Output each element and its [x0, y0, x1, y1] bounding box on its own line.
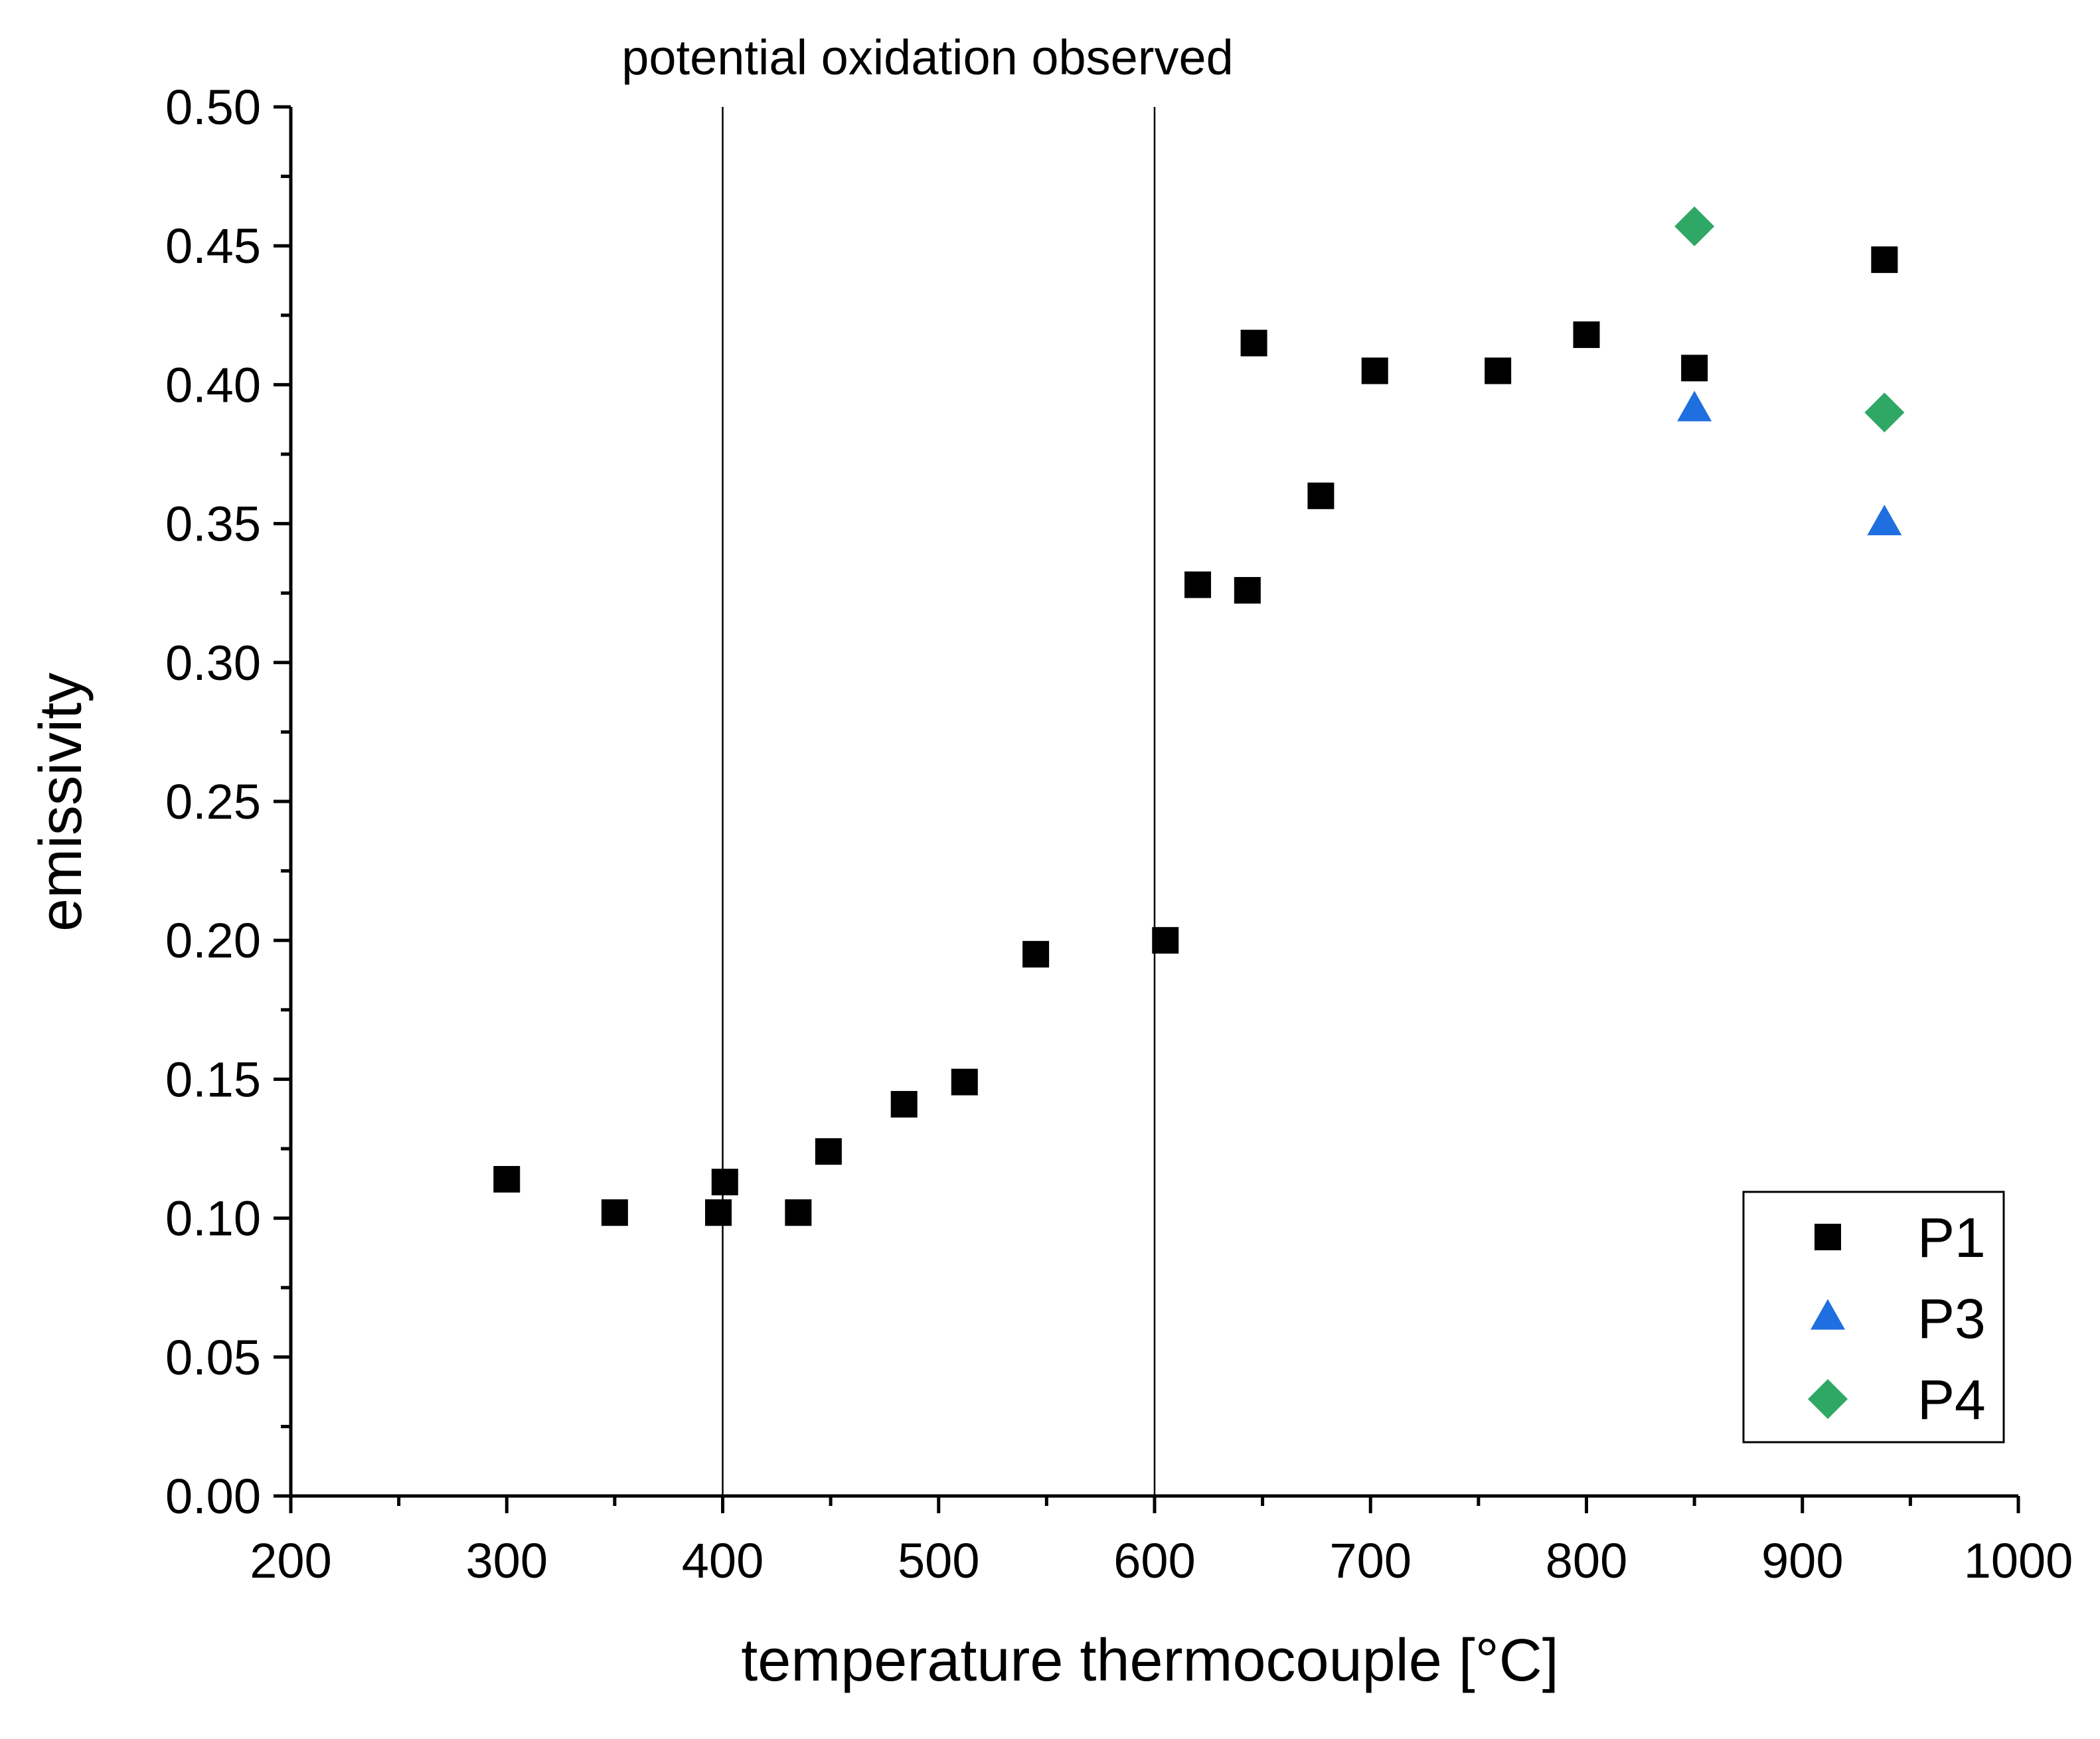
- x-axis-title: temperature thermocouple [°C]: [741, 1627, 1559, 1694]
- x-tick-label: 600: [1113, 1533, 1195, 1588]
- y-tick-label: 0.10: [165, 1191, 261, 1246]
- data-point-p1: [1152, 927, 1179, 954]
- data-point-p1: [1022, 941, 1050, 968]
- data-point-p1: [890, 1091, 918, 1118]
- data-point-p4: [1674, 206, 1715, 246]
- x-tick-label: 300: [466, 1533, 548, 1588]
- x-tick-label: 1000: [1964, 1533, 2073, 1588]
- data-point-p1: [1240, 329, 1267, 357]
- data-point-p1: [601, 1199, 628, 1226]
- data-point-p3: [1677, 390, 1712, 422]
- y-tick-label: 0.35: [165, 497, 261, 552]
- reference-lines: [722, 107, 1156, 1496]
- y-axis-title: emissivity: [28, 673, 94, 932]
- data-point-p1: [1681, 355, 1708, 382]
- data-points: [493, 206, 1905, 1226]
- x-tick-label: 700: [1330, 1533, 1412, 1588]
- data-point-p1: [815, 1138, 842, 1165]
- y-tick-label: 0.30: [165, 635, 261, 691]
- legend-label-p1: P1: [1917, 1206, 1986, 1269]
- y-tick-label: 0.50: [165, 80, 261, 135]
- data-point-p1: [1485, 357, 1512, 384]
- y-tick-label: 0.05: [165, 1330, 261, 1385]
- legend-box: [1742, 1191, 2005, 1444]
- x-tick-label: 800: [1546, 1533, 1627, 1588]
- y-tick-label: 0.15: [165, 1052, 261, 1107]
- legend: P1 P3 P4: [1742, 1191, 2005, 1444]
- y-tick-label: 0.45: [165, 218, 261, 274]
- data-point-p4: [1864, 392, 1905, 433]
- x-tick-label: 200: [250, 1533, 331, 1588]
- data-point-p1: [704, 1199, 732, 1226]
- y-tick-label: 0.20: [165, 913, 261, 968]
- x-tick-label: 900: [1761, 1533, 1843, 1588]
- data-point-p1: [493, 1166, 521, 1193]
- data-point-p1: [711, 1169, 738, 1196]
- data-point-p1: [1234, 577, 1261, 604]
- tick-labels: 200 300 400 500 600 700 800 900 1000 0.00 0.05 0.10…: [165, 80, 2073, 1588]
- data-point-p1: [1573, 321, 1600, 349]
- legend-marker-p1: [1815, 1224, 1841, 1250]
- data-point-p1: [1307, 482, 1334, 509]
- legend-label-p4: P4: [1917, 1368, 1986, 1431]
- data-point-p1: [951, 1068, 978, 1096]
- legend-label-p3: P3: [1917, 1287, 1986, 1350]
- data-point-p1: [1361, 357, 1388, 384]
- annotation-oxidation: potential oxidation observed: [621, 30, 1234, 85]
- data-point-p3: [1867, 505, 1902, 536]
- axes: [289, 107, 2018, 1498]
- y-tick-label: 0.25: [165, 774, 261, 829]
- data-point-p1: [1871, 246, 1898, 274]
- y-tick-label: 0.40: [165, 357, 261, 412]
- legend-marker-p4: [1808, 1379, 1848, 1419]
- x-tick-label: 500: [898, 1533, 979, 1588]
- y-tick-label: 0.00: [165, 1469, 261, 1524]
- x-tick-label: 400: [682, 1533, 764, 1588]
- data-point-p1: [785, 1199, 812, 1226]
- legend-marker-p3: [1811, 1299, 1845, 1330]
- data-point-p1: [1184, 571, 1212, 598]
